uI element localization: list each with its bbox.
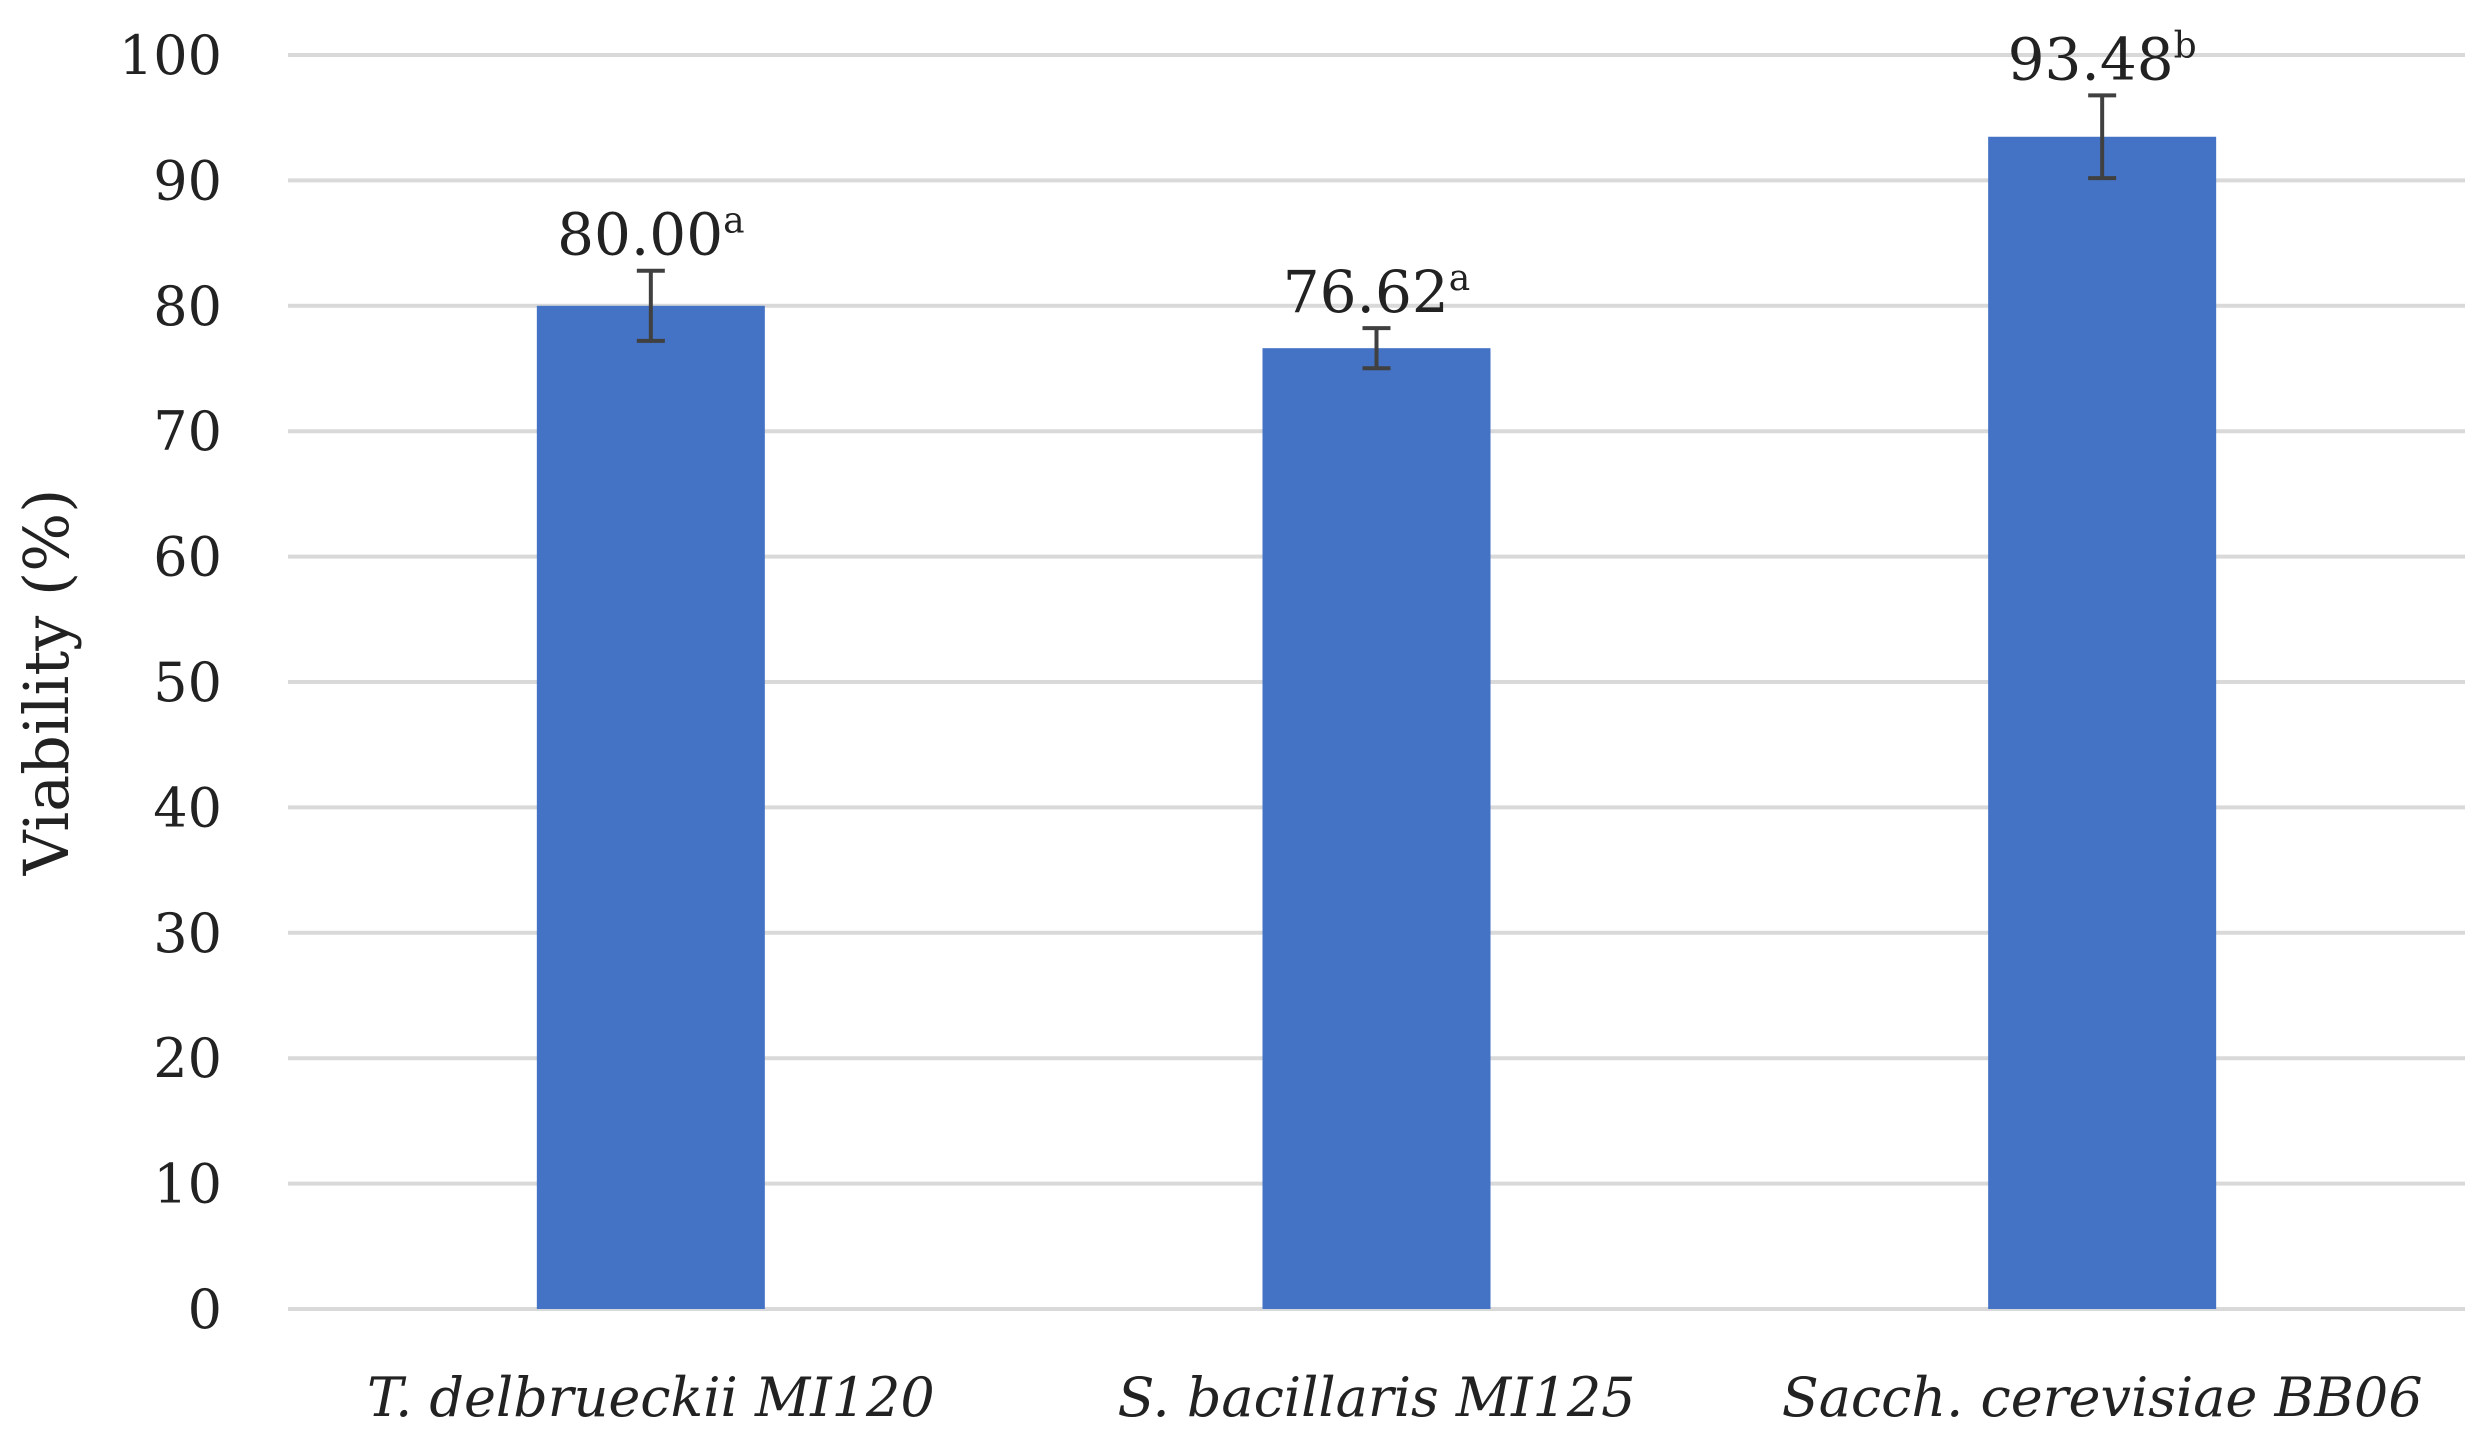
data-label: 93.48b [2008, 25, 2197, 93]
data-label: 76.62a [1283, 258, 1471, 326]
y-tick-label: 30 [153, 902, 222, 965]
x-category-label: T. delbrueckii MI120 [367, 1366, 935, 1429]
error-bar [2088, 93, 2117, 181]
y-tick-label: 80 [153, 275, 222, 338]
y-axis-title: Viability (%) [10, 489, 83, 877]
y-tick-label: 0 [188, 1278, 222, 1341]
y-tick-label: 40 [153, 776, 222, 839]
x-category-label: S. bacillaris MI125 [1117, 1366, 1635, 1429]
y-tick-label: 20 [153, 1027, 222, 1090]
significance-letter: a [1449, 258, 1470, 299]
significance-letter: a [723, 201, 744, 242]
y-tick-label: 90 [153, 149, 222, 212]
error-bar [1362, 326, 1391, 371]
bar [536, 305, 765, 1309]
y-tick-label: 60 [153, 526, 222, 589]
bar [1988, 136, 2217, 1310]
error-bar [636, 268, 665, 343]
y-tick-label: 50 [153, 651, 222, 714]
y-tick-label: 100 [119, 24, 222, 87]
x-category-label: Sacch. cerevisiae BB06 [1782, 1366, 2423, 1429]
y-tick-label: 10 [153, 1153, 222, 1216]
significance-letter: b [2174, 25, 2197, 66]
bar [1262, 348, 1491, 1310]
data-label: 80.00a [557, 201, 745, 269]
y-tick-label: 70 [153, 400, 222, 463]
